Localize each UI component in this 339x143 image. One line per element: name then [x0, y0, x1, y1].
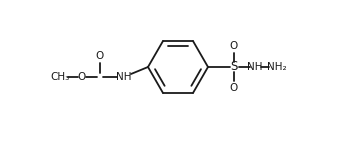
- Text: NH: NH: [116, 72, 132, 82]
- Text: S: S: [230, 60, 238, 74]
- Text: O: O: [96, 51, 104, 61]
- Text: O: O: [230, 41, 238, 51]
- Text: NH₂: NH₂: [267, 62, 287, 72]
- Text: NH: NH: [247, 62, 263, 72]
- Text: O: O: [78, 72, 86, 82]
- Text: O: O: [230, 83, 238, 93]
- Text: CH₃: CH₃: [51, 72, 69, 82]
